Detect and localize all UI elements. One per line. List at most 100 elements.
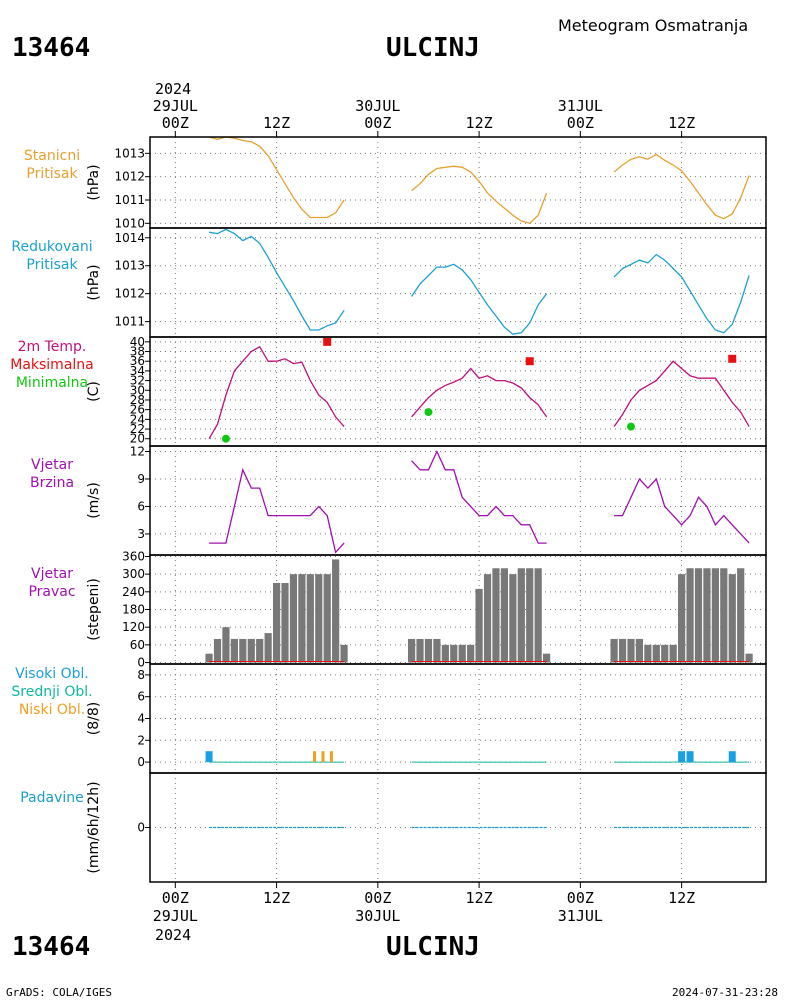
temperature-line	[411, 367, 548, 418]
panel-label: Brzina	[30, 475, 74, 491]
wind-direction-bar	[264, 633, 272, 663]
panel-label: Redukovani	[11, 239, 92, 255]
panel-label: Visoki Obl.	[15, 666, 89, 682]
y-tick-label: 0	[137, 821, 145, 835]
wind-direction-bar	[315, 574, 323, 663]
bottom-time-label: 12Z	[668, 889, 695, 907]
y-tick-label: 8	[137, 668, 145, 682]
wind-direction-bar	[298, 574, 306, 663]
top-time-label: 00Z	[162, 114, 189, 132]
wind-direction-bar	[205, 653, 213, 663]
top-time-label: 00Z	[364, 114, 391, 132]
panel-wind-speed: 3 6 9 12 (m/s) Vjetar Brzina	[30, 444, 767, 556]
y-tick-label: 40	[130, 335, 145, 349]
credit-text: GrADS: COLA/IGES	[6, 986, 112, 999]
wind-speed-line	[209, 467, 345, 554]
wind-direction-bar	[737, 568, 745, 663]
min-temp-marker	[221, 434, 230, 443]
wind-direction-bar	[517, 568, 525, 663]
panel-clouds: 0 2 4 6 8 (8/8) Visoki Obl. Srednji Obl. Niski O…	[11, 663, 767, 774]
station-pressure-line	[613, 153, 750, 220]
y-tick-label: 36	[130, 354, 145, 368]
y-tick-label: 6	[137, 499, 145, 513]
y-tick-label: 34	[130, 364, 145, 378]
y-tick-label: 1013	[114, 259, 145, 273]
y-axis-label: (mm/6h/12h)	[86, 781, 102, 873]
wind-direction-bar	[720, 568, 728, 663]
station-id-top: 13464	[12, 33, 90, 63]
wind-direction-bar	[239, 638, 247, 663]
high-cloud-bar	[678, 751, 686, 763]
top-time-label: 12Z	[263, 114, 290, 132]
station-id-bottom: 13464	[12, 932, 90, 962]
top-time-label: 12Z	[466, 114, 493, 132]
top-time-label: 00Z	[567, 114, 594, 132]
y-axis-label: (hPa)	[86, 164, 102, 200]
wind-direction-bar	[635, 638, 644, 663]
y-tick-label: 9	[137, 472, 145, 486]
y-axis-label: (m/s)	[86, 482, 102, 519]
y-tick-label: 24	[130, 412, 145, 426]
product-title: Meteogram Osmatranja	[558, 16, 748, 35]
temperature-line	[613, 360, 750, 427]
panel-label: 2m Temp.	[18, 339, 87, 355]
year-label-top: 2024	[155, 80, 191, 98]
wind-direction-bar	[306, 574, 314, 663]
panel-label: Vjetar	[31, 566, 73, 582]
y-tick-label: 1012	[114, 287, 145, 301]
panel-wind-direction: 0 60 120 180 240 300 360 (stepeni) Vjetar Pravac	[28, 549, 767, 670]
wind-direction-bar	[492, 568, 500, 663]
year-label-bottom: 2024	[155, 926, 191, 944]
wind-speed-line	[411, 449, 547, 544]
station-name-bottom: ULCINJ	[386, 932, 480, 962]
station-pressure-line	[411, 165, 548, 225]
timestamp-text: 2024-07-31-23:28	[672, 986, 778, 999]
wind-direction-bar	[458, 644, 466, 663]
wind-direction-bar	[323, 574, 331, 663]
y-tick-label: 1013	[114, 146, 145, 160]
panel-precipitation: 0 (mm/6h/12h)Padavine	[20, 772, 767, 883]
low-cloud-bar	[321, 751, 325, 763]
y-axis-label: (hPa)	[86, 264, 102, 300]
wind-direction-bar	[433, 638, 441, 663]
min-temp-marker	[626, 422, 635, 431]
y-tick-label: 180	[122, 603, 145, 617]
y-tick-label: 6	[137, 690, 145, 704]
panel-label: Maksimalna	[10, 357, 94, 373]
wind-direction-bar	[416, 638, 424, 663]
bottom-date-label: 31JUL	[558, 907, 603, 925]
wind-direction-bar	[222, 627, 230, 663]
high-cloud-bar	[728, 751, 736, 763]
top-date-label: 30JUL	[355, 97, 400, 115]
station-pressure-line	[208, 136, 345, 219]
station-name-top: ULCINJ	[386, 33, 480, 63]
y-tick-label: 300	[122, 567, 145, 581]
y-tick-label: 3	[137, 527, 145, 541]
wind-direction-bar	[230, 638, 238, 663]
y-tick-label: 360	[122, 549, 145, 563]
y-tick-label: 60	[130, 638, 145, 652]
y-tick-label: 1011	[114, 193, 145, 207]
wind-direction-bar	[247, 638, 255, 663]
wind-direction-bar	[669, 644, 677, 663]
wind-direction-bar	[467, 644, 475, 663]
y-axis-label: (stepeni)	[86, 578, 102, 641]
wind-direction-bar	[340, 644, 348, 663]
y-tick-label: 12	[130, 444, 145, 458]
min-temp-marker	[424, 408, 433, 417]
panel-station-pressure: 1010 1011 1012 1013 (hPa) Stanicni Pritisak	[24, 136, 767, 230]
reduced-pressure-line	[411, 263, 548, 335]
y-tick-label: 20	[130, 432, 145, 446]
panel-label: Padavine	[20, 790, 84, 806]
wind-direction-bar	[711, 568, 719, 663]
low-cloud-bar	[329, 751, 333, 763]
wind-direction-bar	[745, 653, 753, 663]
y-tick-label: 28	[130, 393, 145, 407]
wind-direction-bar	[289, 574, 298, 663]
top-date-label: 29JUL	[153, 97, 198, 115]
high-cloud-bar	[686, 751, 694, 763]
wind-direction-bar	[213, 638, 222, 663]
panel-frame	[149, 445, 767, 556]
wind-direction-bar	[509, 574, 517, 663]
